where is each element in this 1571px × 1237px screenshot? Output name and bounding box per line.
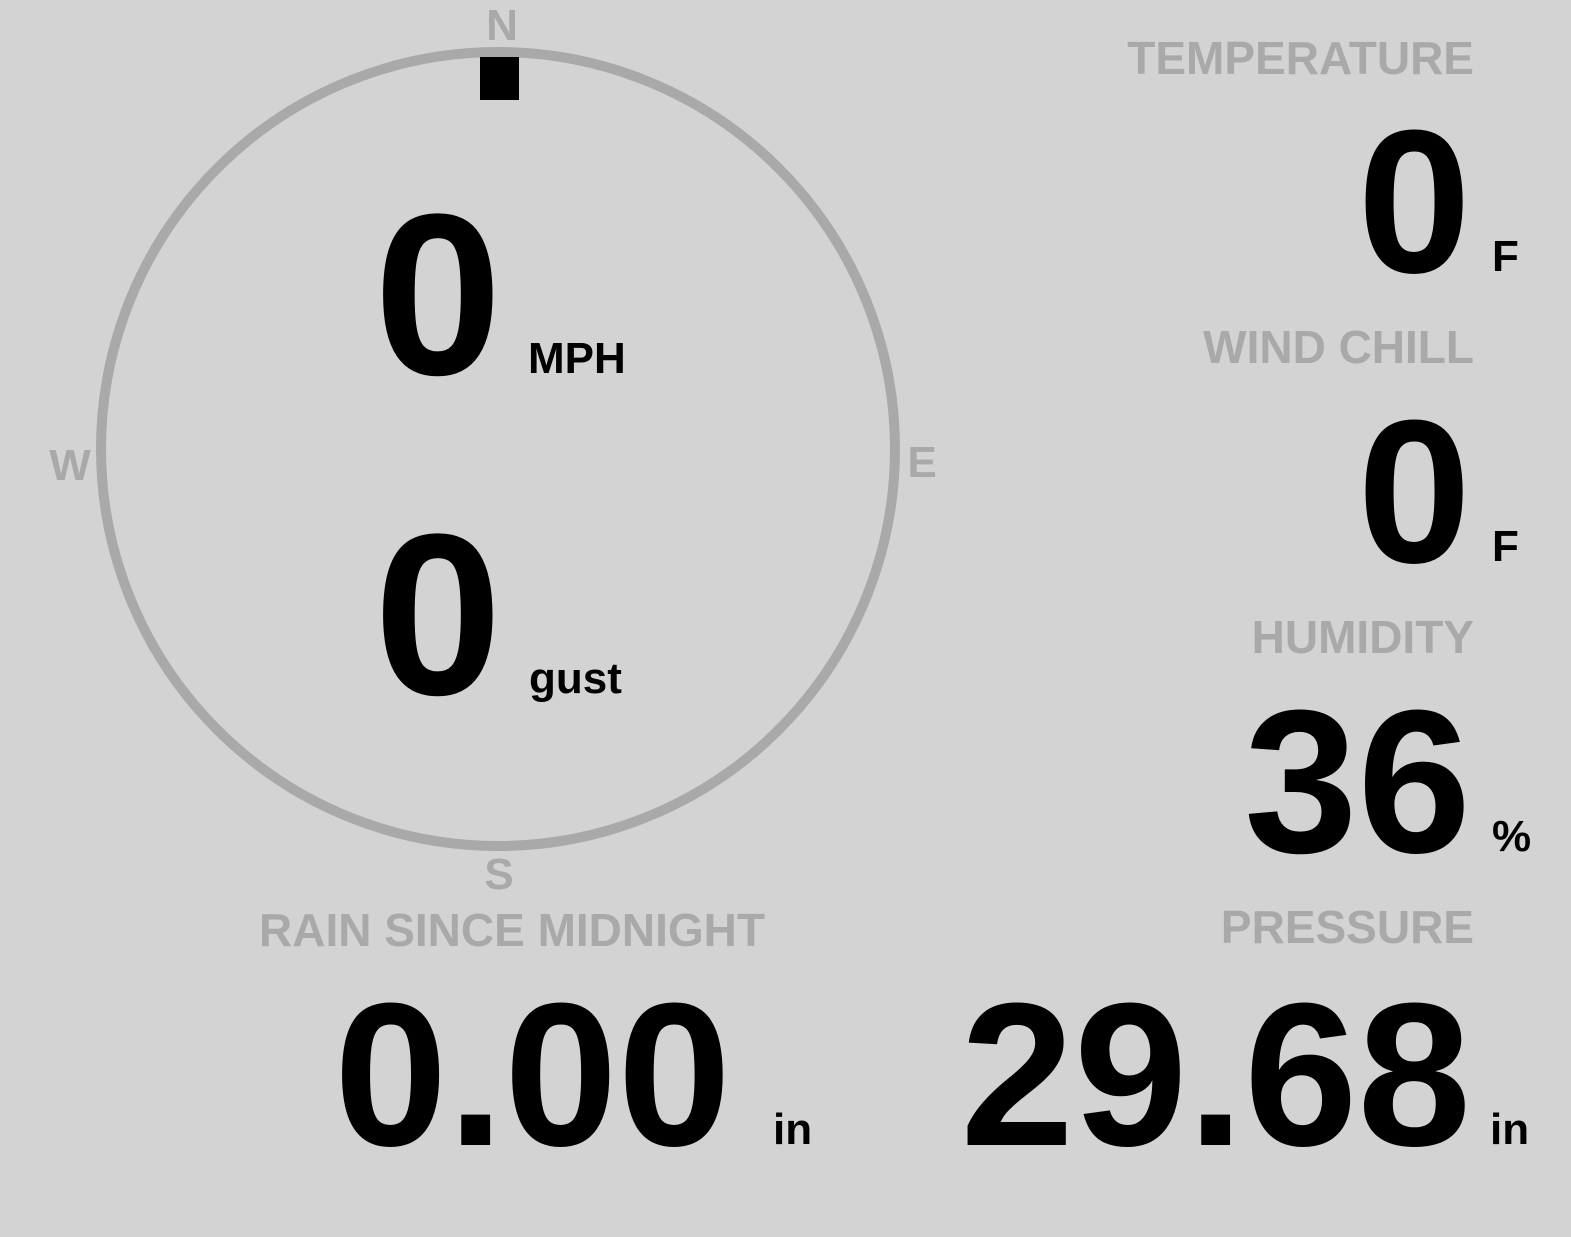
wind-direction-marker: [480, 57, 519, 100]
compass-west-label: W: [49, 441, 91, 490]
wind-speed-value: 0: [374, 166, 502, 423]
humidity-unit: %: [1492, 812, 1532, 861]
pressure-label: PRESSURE: [1220, 901, 1474, 953]
gust-value: 0: [374, 486, 502, 743]
wind-chill-label: WIND CHILL: [1203, 321, 1474, 373]
temperature-value: 0: [1357, 88, 1471, 316]
rain-value: 0.00: [334, 961, 732, 1189]
humidity-label: HUMIDITY: [1251, 611, 1474, 663]
gust-unit: gust: [529, 654, 622, 703]
rain-unit: in: [773, 1105, 813, 1154]
temperature-unit: F: [1492, 232, 1519, 281]
humidity-value: 36: [1244, 668, 1471, 896]
pressure-unit: in: [1490, 1105, 1530, 1154]
compass-dial: [96, 47, 900, 851]
compass-ring: [96, 47, 900, 851]
rain-label: RAIN SINCE MIDNIGHT: [259, 904, 765, 956]
compass-south-label: S: [484, 850, 514, 899]
pressure-value: 29.68: [960, 961, 1472, 1189]
compass-east-label: E: [907, 438, 937, 487]
temperature-label: TEMPERATURE: [1127, 32, 1474, 84]
wind-chill-unit: F: [1492, 522, 1519, 571]
wind-chill-value: 0: [1357, 378, 1471, 606]
wind-speed-unit: MPH: [528, 334, 626, 383]
compass-north-label: N: [486, 1, 518, 50]
